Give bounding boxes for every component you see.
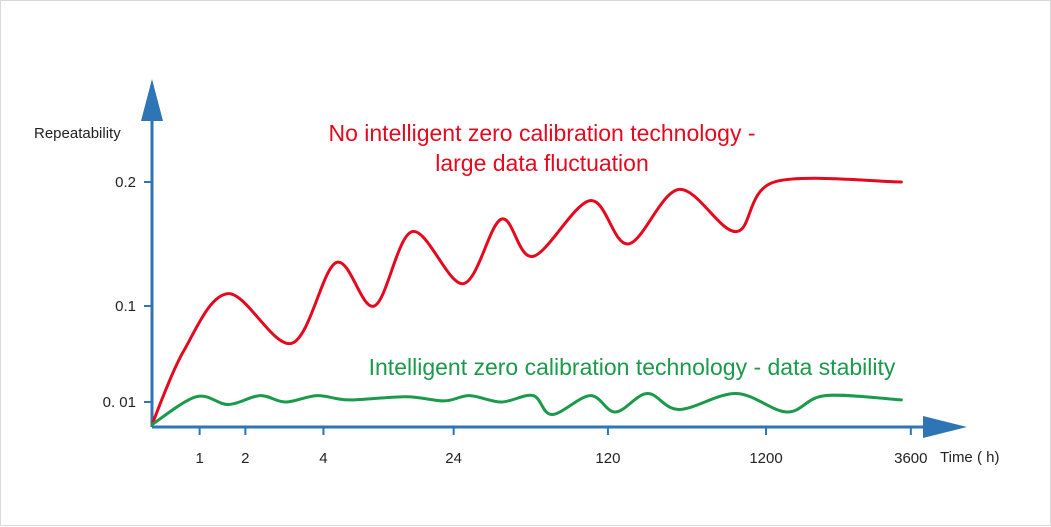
green-series-line [150,391,903,426]
red-annotation-line1: No intelligent zero calibration technolo… [328,120,755,146]
chart-axes [141,79,967,438]
x-axis-ticks: 1 2 4 24 120 1200 3600 [195,427,928,467]
x-axis-arrow [923,416,967,438]
y-tick-label: 0.2 [115,174,136,191]
x-tick-label: 4 [319,450,327,467]
x-tick-label: 1200 [749,450,782,467]
y-axis-title: Repeatability [34,125,121,142]
red-series-line [150,176,903,426]
y-tick-label: 0. 01 [103,394,136,411]
y-tick-label: 0.1 [115,298,136,315]
x-tick-label: 120 [595,450,620,467]
x-tick-label: 2 [241,450,249,467]
x-tick-label: 1 [195,450,203,467]
y-axis-ticks: 0. 01 0.1 0.2 [103,174,152,411]
x-tick-label: 3600 [894,450,927,467]
y-axis-arrow [141,79,163,121]
x-tick-label: 24 [445,450,462,467]
red-annotation-line2: large data fluctuation [435,150,649,176]
green-annotation: Intelligent zero calibration technology … [369,354,896,380]
series-lines [150,176,903,426]
x-axis-title: Time ( h) [940,449,999,466]
